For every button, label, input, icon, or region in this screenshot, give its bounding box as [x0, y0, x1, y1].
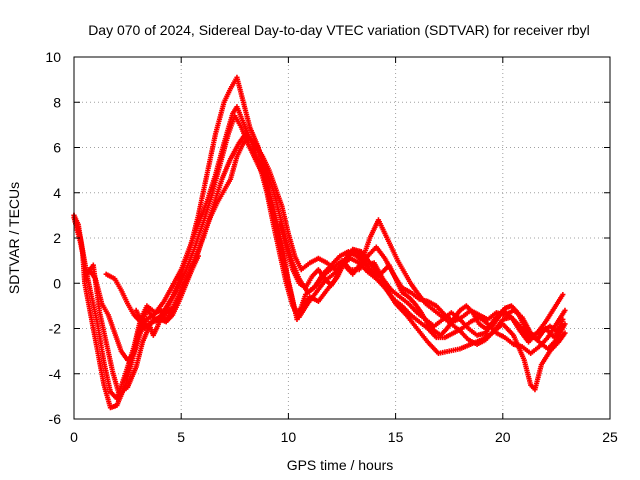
- series-track-2: [71, 104, 568, 402]
- y-tick-label: 4: [53, 185, 61, 201]
- x-tick-label: 10: [281, 429, 297, 445]
- y-tick-label: -2: [49, 321, 62, 337]
- data-point: [560, 323, 566, 329]
- series-track-6: [133, 221, 566, 343]
- data-point: [560, 291, 566, 298]
- chart-title: Day 070 of 2024, Sidereal Day-to-day VTE…: [88, 22, 590, 38]
- x-axis-label: GPS time / hours: [287, 457, 394, 473]
- series-track-1: [71, 74, 568, 411]
- data-point: [562, 330, 568, 336]
- x-tick-label: 0: [70, 429, 78, 445]
- x-tick-label: 5: [177, 429, 185, 445]
- grid-lines: [74, 57, 610, 419]
- x-tick-labels: 0 5 10 15 20 25: [70, 429, 618, 445]
- x-tick-label: 15: [388, 429, 404, 445]
- data-point: [195, 253, 201, 259]
- axis-ticks: [73, 56, 611, 420]
- y-tick-labels: -6 -4 -2 0 2 4 6 8 10: [45, 49, 61, 427]
- series-track-3: [71, 113, 566, 397]
- x-tick-label: 20: [495, 429, 511, 445]
- data-point: [560, 316, 566, 323]
- y-tick-label: -6: [49, 411, 62, 427]
- y-tick-label: 0: [53, 275, 61, 291]
- data-points: [71, 74, 568, 411]
- y-tick-label: -4: [49, 366, 62, 382]
- y-axis-label: SDTVAR / TECUs: [6, 182, 22, 294]
- y-tick-label: 2: [53, 230, 61, 246]
- y-tick-label: 10: [45, 49, 61, 65]
- x-tick-label: 25: [602, 429, 618, 445]
- y-tick-label: 6: [53, 140, 61, 156]
- data-point: [562, 307, 568, 313]
- y-tick-label: 8: [53, 94, 61, 110]
